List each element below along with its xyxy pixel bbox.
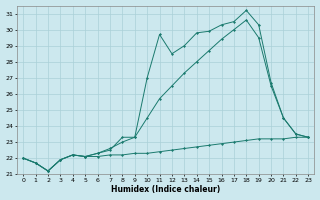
X-axis label: Humidex (Indice chaleur): Humidex (Indice chaleur) [111, 185, 220, 194]
